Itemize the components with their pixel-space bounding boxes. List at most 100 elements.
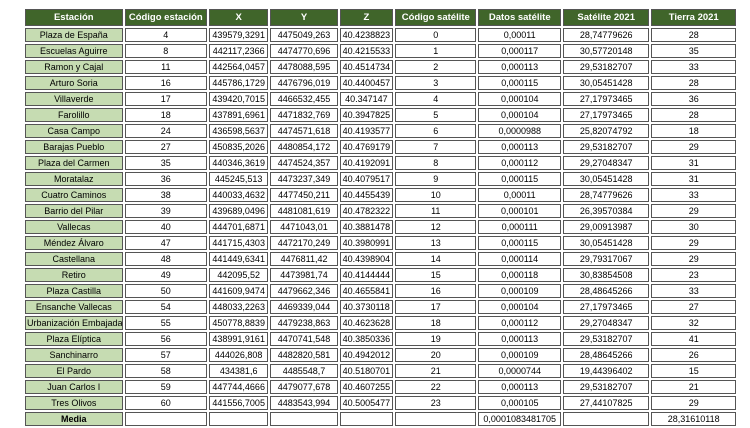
header-row: Estación Código estación X Y Z Código satélit… (25, 9, 736, 26)
table-cell-codigo-estacion: 60 (124, 396, 208, 410)
table-cell-tierra-2021: 31 (651, 172, 736, 186)
table-cell-codigo-satelite: 19 (395, 332, 477, 346)
table-cell-x: 439420,7015 (209, 92, 269, 106)
table-cell-datos-satelite: 0,000115 (478, 236, 561, 250)
table-cell-satelite-2021: 30,83854508 (562, 268, 650, 282)
table-cell-x: 437891,6961 (209, 108, 269, 122)
table-cell-x: 439579,3291 (209, 28, 269, 42)
table-cell-x: 448033,2263 (209, 300, 269, 314)
table-cell-codigo-satelite (395, 412, 477, 426)
table-cell-tierra-2021: 18 (651, 124, 736, 138)
table-cell-tierra-2021: 28,31610118 (651, 412, 736, 426)
table-cell-y: 4482820,581 (270, 348, 338, 362)
table-cell-z: 40.3730118 (339, 300, 394, 314)
table-cell-codigo-satelite: 20 (395, 348, 477, 362)
table-row: Retiro 49 442095,52 4473981,74 40.4144444 15 0… (25, 268, 736, 282)
table-cell-codigo-estacion: 18 (124, 108, 208, 122)
table-cell-codigo-satelite: 23 (395, 396, 477, 410)
table-cell-datos-satelite: 0,0001083481705 (478, 412, 561, 426)
table-cell-satelite-2021: 30,05451428 (562, 76, 650, 90)
table-cell-y: 4479238,863 (270, 316, 338, 330)
table-cell-satelite-2021: 27,17973465 (562, 92, 650, 106)
column-header-tierra-2021: Tierra 2021 (651, 9, 736, 26)
table-cell-datos-satelite: 0,000109 (478, 348, 561, 362)
column-header-estacion: Estación (25, 9, 123, 26)
table-cell-y: 4477450,211 (270, 188, 338, 202)
table-cell-z: 40.3850336 (339, 332, 394, 346)
table-cell-satelite-2021: 19,44396402 (562, 364, 650, 378)
table-cell-y: 4474770,696 (270, 44, 338, 58)
table-cell-satelite-2021: 27,44107825 (562, 396, 650, 410)
table-cell-satelite-2021: 29,53182707 (562, 140, 650, 154)
table-cell-datos-satelite: 0,000117 (478, 44, 561, 58)
table-cell-y (270, 412, 338, 426)
table-row: Plaza de España 4 439579,3291 4475049,263 40… (25, 28, 736, 42)
table-cell-codigo-satelite: 3 (395, 76, 477, 90)
table-cell-z: 40.4400457 (339, 76, 394, 90)
station-name-cell: Casa Campo (25, 124, 123, 138)
table-cell-tierra-2021: 29 (651, 140, 736, 154)
column-header-satelite-2021: Satélite 2021 (562, 9, 650, 26)
table-cell-tierra-2021: 29 (651, 396, 736, 410)
table-cell-satelite-2021: 28,74779626 (562, 28, 650, 42)
table-cell-codigo-estacion: 48 (124, 252, 208, 266)
table-cell-x: 450835,2026 (209, 140, 269, 154)
table-cell-codigo-estacion: 54 (124, 300, 208, 314)
table-row: Juan Carlos I 59 447744,4666 4479077,678 40.… (25, 380, 736, 394)
table-cell-tierra-2021: 28 (651, 76, 736, 90)
table-cell-codigo-estacion: 17 (124, 92, 208, 106)
table-cell-satelite-2021: 28,74779626 (562, 188, 650, 202)
table-cell-y: 4470741,548 (270, 332, 338, 346)
station-name-cell: Sanchinarro (25, 348, 123, 362)
table-cell-x: 441449,6341 (209, 252, 269, 266)
table-cell-y: 4471043,01 (270, 220, 338, 234)
stations-table-container: Estación Código estación X Y Z Código satélit… (23, 7, 738, 428)
table-cell-y: 4479077,678 (270, 380, 338, 394)
table-cell-datos-satelite: 0,0000988 (478, 124, 561, 138)
table-cell-datos-satelite: 0,000114 (478, 252, 561, 266)
table-cell-codigo-estacion: 39 (124, 204, 208, 218)
table-cell-satelite-2021: 27,17973465 (562, 108, 650, 122)
table-cell-codigo-estacion: 16 (124, 76, 208, 90)
table-row: Villaverde 17 439420,7015 4466532,455 40.347… (25, 92, 736, 106)
table-cell-z: 40.4942012 (339, 348, 394, 362)
station-name-cell: Castellana (25, 252, 123, 266)
table-cell-codigo-satelite: 21 (395, 364, 477, 378)
table-cell-codigo-estacion: 38 (124, 188, 208, 202)
table-cell-codigo-estacion: 59 (124, 380, 208, 394)
table-cell-codigo-satelite: 6 (395, 124, 477, 138)
table-cell-y: 4471832,769 (270, 108, 338, 122)
table-cell-datos-satelite: 0,000113 (478, 332, 561, 346)
table-cell-tierra-2021: 35 (651, 44, 736, 58)
table-cell-x: 447744,4666 (209, 380, 269, 394)
table-cell-z: 40.4623628 (339, 316, 394, 330)
table-cell-x: 440346,3619 (209, 156, 269, 170)
table-cell-satelite-2021: 29,79317067 (562, 252, 650, 266)
table-cell-tierra-2021: 30 (651, 220, 736, 234)
table-cell-z: 40.5180701 (339, 364, 394, 378)
table-cell-datos-satelite: 0,000109 (478, 284, 561, 298)
table-row: Escuelas Aguirre 8 442117,2366 4474770,696 4… (25, 44, 736, 58)
table-cell-codigo-satelite: 18 (395, 316, 477, 330)
station-name-cell: Retiro (25, 268, 123, 282)
table-cell-codigo-satelite: 14 (395, 252, 477, 266)
table-cell-tierra-2021: 27 (651, 300, 736, 314)
table-cell-y: 4475049,263 (270, 28, 338, 42)
table-cell-codigo-satelite: 10 (395, 188, 477, 202)
table-cell-datos-satelite: 0,000118 (478, 268, 561, 282)
table-cell-codigo-satelite: 8 (395, 156, 477, 170)
table-cell-datos-satelite: 0,000101 (478, 204, 561, 218)
media-label-cell: Media (25, 412, 123, 426)
table-cell-x: 442564,0457 (209, 60, 269, 74)
table-row: Ramon y Cajal 11 442564,0457 4478088,595 40.… (25, 60, 736, 74)
table-cell-satelite-2021: 26,39570384 (562, 204, 650, 218)
table-cell-y: 4473981,74 (270, 268, 338, 282)
station-name-cell: Barajas Pueblo (25, 140, 123, 154)
table-cell-datos-satelite: 0,000113 (478, 380, 561, 394)
table-cell-tierra-2021: 26 (651, 348, 736, 362)
table-cell-satelite-2021: 29,27048347 (562, 316, 650, 330)
station-name-cell: Moratalaz (25, 172, 123, 186)
table-cell-x: 444026,808 (209, 348, 269, 362)
table-cell-z: 40.347147 (339, 92, 394, 106)
table-cell-tierra-2021: 23 (651, 268, 736, 282)
